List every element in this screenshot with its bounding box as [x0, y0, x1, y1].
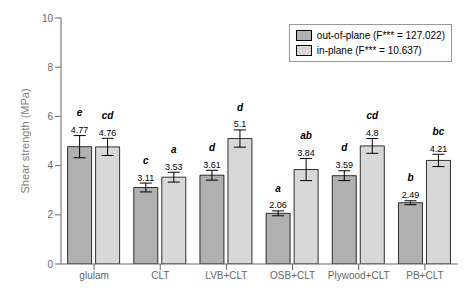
svg-text:5.1: 5.1: [234, 119, 247, 129]
svg-text:Plywood+CLT: Plywood+CLT: [328, 270, 390, 281]
svg-text:ab: ab: [300, 130, 312, 141]
svg-text:a: a: [171, 144, 177, 155]
svg-text:4.77: 4.77: [71, 125, 89, 135]
svg-text:4: 4: [47, 160, 53, 171]
svg-text:glulam: glulam: [79, 270, 108, 281]
svg-text:OSB+CLT: OSB+CLT: [270, 270, 315, 281]
svg-text:CLT: CLT: [151, 270, 169, 281]
svg-text:d: d: [341, 142, 348, 153]
svg-text:0: 0: [47, 259, 53, 270]
svg-text:a: a: [275, 183, 281, 194]
svg-text:4.21: 4.21: [430, 144, 448, 154]
svg-text:cd: cd: [366, 110, 379, 121]
svg-text:bc: bc: [433, 126, 445, 137]
svg-text:Shear strength (MPa): Shear strength (MPa): [19, 88, 31, 193]
svg-text:2.49: 2.49: [402, 190, 420, 200]
svg-text:d: d: [209, 142, 216, 153]
svg-text:b: b: [407, 172, 413, 183]
svg-text:c: c: [143, 155, 149, 166]
svg-text:4.8: 4.8: [366, 128, 379, 138]
svg-text:d: d: [237, 102, 244, 113]
svg-text:3.84: 3.84: [297, 148, 315, 158]
svg-text:6: 6: [47, 111, 53, 122]
svg-text:3.61: 3.61: [203, 160, 221, 170]
svg-text:8: 8: [47, 62, 53, 73]
html-text:in-plane (F*** = 10.637): in-plane (F*** = 10.637): [316, 45, 422, 56]
html-text:out-of-plane (F*** = 127.022): out-of-plane (F*** = 127.022): [316, 30, 445, 41]
svg-text:LVB+CLT: LVB+CLT: [205, 270, 247, 281]
svg-text:3.59: 3.59: [336, 160, 354, 170]
svg-text:2.06: 2.06: [269, 200, 287, 210]
svg-text:cd: cd: [102, 110, 115, 121]
svg-text:3.11: 3.11: [137, 173, 154, 183]
svg-text:3.53: 3.53: [165, 162, 183, 172]
svg-text:PB+CLT: PB+CLT: [406, 270, 443, 281]
svg-text:4.76: 4.76: [99, 128, 117, 138]
svg-text:2: 2: [47, 209, 53, 220]
svg-text:10: 10: [42, 13, 54, 24]
svg-text:e: e: [77, 107, 83, 118]
